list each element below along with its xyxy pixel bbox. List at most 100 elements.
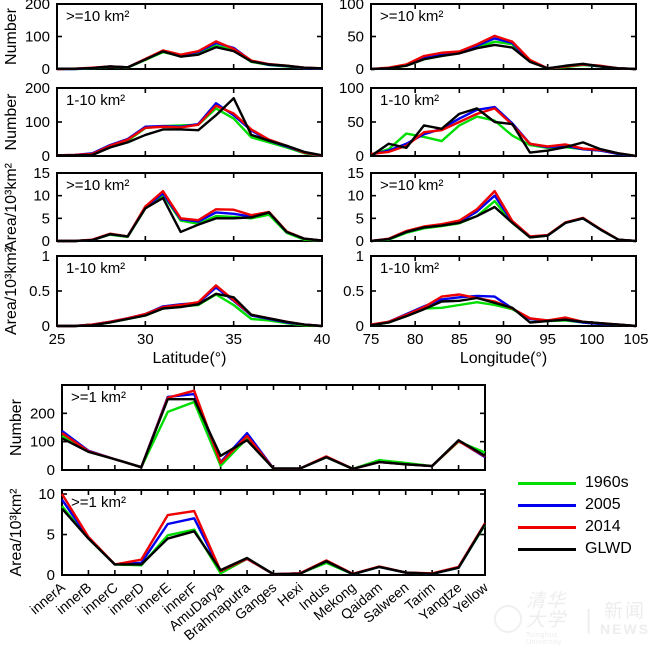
y-axis-title: Area/10³km² <box>3 162 20 251</box>
series-line-GLWD <box>57 96 323 157</box>
x-tick-label: 40 <box>314 331 331 348</box>
y-tick-label: 200 <box>30 405 55 422</box>
watermark-university-cn: 清华大学 <box>526 591 567 631</box>
legend-line-swatch <box>518 547 576 551</box>
y-tick-label: 100 <box>25 29 50 46</box>
watermark-university: 清华大学 Tsinghua University <box>526 592 577 646</box>
x-tick-label: 95 <box>539 331 556 348</box>
y-tick-label: 5 <box>42 210 50 227</box>
y-tick-label: 1 <box>42 248 50 265</box>
legend-item-1960s: 1960s <box>518 472 632 494</box>
y-axis-title: Number <box>8 398 25 456</box>
inplot-annotation: >=10 km² <box>66 177 129 194</box>
plot-lat_area_ge10: 0 5 10 15 Area/10³km² >=10 km² <box>3 162 323 251</box>
plot-lon_number_1to10: 0 50 100 1-10 km² <box>339 80 637 165</box>
x-tick-label: 75 <box>363 331 380 348</box>
plot-lon_area_ge10: 0 5 10 15 >=10 km² <box>347 165 637 250</box>
watermark-news-en: NEWS <box>600 621 650 637</box>
inplot-annotation: >=10 km² <box>380 8 443 25</box>
series-line-1960s <box>57 193 323 243</box>
y-tick-label: 100 <box>339 80 364 97</box>
plot-basin_number_ge1: 0 100 200 Number >=1 km² <box>8 384 486 479</box>
inplot-annotation: 1-10 km² <box>66 260 125 277</box>
x-tick-label: 100 <box>579 331 604 348</box>
legend-label: 2014 <box>585 518 621 535</box>
y-tick-label: 0.5 <box>29 283 50 300</box>
y-tick-label: 0 <box>42 318 50 335</box>
x-tick-label: 105 <box>623 331 648 348</box>
legend-label: 2005 <box>585 496 621 513</box>
inplot-annotation: 1-10 km² <box>380 92 439 109</box>
plot-lat_number_1to10: 0 100 200 Number 1-10 km² <box>3 80 323 165</box>
y-tick-label: 50 <box>347 114 364 131</box>
x-tick-label: 35 <box>225 331 242 348</box>
series-line-1960s <box>61 400 486 471</box>
inplot-annotation: >=10 km² <box>66 8 129 25</box>
series-line-2014 <box>57 189 323 243</box>
x-axis-title: Longitude(°) <box>460 350 547 367</box>
plot-lon_area_1to10: 0 0.5 1 75 80 85 90 95 100 105 Longitude(°) 1-10 km… <box>343 248 648 367</box>
y-tick-label: 200 <box>25 80 50 97</box>
y-tick-label: 50 <box>347 29 364 46</box>
legend-item-2005: 2005 <box>518 494 632 516</box>
series-line-GLWD <box>370 205 637 243</box>
legend-line-swatch <box>518 481 576 485</box>
series-line-GLWD <box>370 296 637 328</box>
series-line-GLWD <box>61 397 486 471</box>
y-tick-label: 0 <box>47 567 55 584</box>
y-axis-title: Area/10³km² <box>3 246 20 335</box>
watermark-news: 新闻 NEWS <box>600 602 650 636</box>
y-tick-label: 15 <box>33 165 50 182</box>
watermark-divider: | <box>585 603 592 634</box>
plot-lat_area_1to10: 0 0.5 1 25 30 35 40 Latitude(°) Area/10³km² 1-10 … <box>3 246 330 367</box>
series-line-GLWD <box>57 292 323 328</box>
inplot-annotation: 1-10 km² <box>380 260 439 277</box>
x-axis-title: Latitude(°) <box>153 350 227 367</box>
x-tick-label: 30 <box>137 331 154 348</box>
x-tick-label: 90 <box>495 331 512 348</box>
y-axis-title: Number <box>3 7 20 65</box>
y-tick-label: 0 <box>42 148 50 165</box>
y-tick-label: 0 <box>356 233 364 250</box>
plot-lat_number_ge10: 0 100 200 Number >=10 km² <box>3 0 323 78</box>
y-tick-label: 200 <box>25 0 50 13</box>
y-tick-label: 5 <box>356 210 364 227</box>
x-tick-label: 80 <box>407 331 424 348</box>
y-tick-label: 5 <box>47 527 55 544</box>
y-tick-label: 100 <box>339 0 364 13</box>
series-line-GLWD <box>370 43 637 71</box>
y-tick-label: 0 <box>356 318 364 335</box>
y-tick-label: 0 <box>356 148 364 165</box>
legend: 1960s 2005 2014 GLWD <box>518 472 632 560</box>
watermark-university-en: Tsinghua University <box>526 632 562 646</box>
legend-label: GLWD <box>585 540 632 557</box>
series-line-2005 <box>57 192 323 243</box>
series-line-1960s <box>57 107 323 158</box>
legend-label: 1960s <box>585 474 629 491</box>
y-tick-label: 0 <box>47 462 55 479</box>
y-tick-label: 0 <box>42 233 50 250</box>
watermark-news-cn: 新闻 <box>603 601 646 622</box>
university-seal-icon <box>494 605 522 633</box>
inplot-annotation: >=1 km² <box>71 389 126 406</box>
inplot-annotation: >=1 km² <box>71 494 126 511</box>
inplot-annotation: >=10 km² <box>380 177 443 194</box>
plot-basin_area_ge1: 0510innerAinnerBinnerCinnerDinnerEinnerF… <box>8 486 492 643</box>
legend-item-glwd: GLWD <box>518 538 632 560</box>
y-tick-label: 10 <box>347 188 364 205</box>
series-line-2014 <box>370 107 637 158</box>
y-tick-label: 0.5 <box>343 283 364 300</box>
y-tick-label: 0 <box>356 61 364 78</box>
x-tick-label: 25 <box>49 331 66 348</box>
y-tick-label: 100 <box>25 114 50 131</box>
series-line-GLWD <box>61 507 487 576</box>
y-tick-label: 15 <box>347 165 364 182</box>
axes-box <box>56 172 323 242</box>
legend-line-swatch <box>518 525 576 529</box>
y-tick-label: 10 <box>38 486 55 503</box>
y-axis-title: Area/10³km² <box>8 488 25 577</box>
legend-item-2014: 2014 <box>518 516 632 538</box>
y-axis-title: Number <box>3 93 20 151</box>
